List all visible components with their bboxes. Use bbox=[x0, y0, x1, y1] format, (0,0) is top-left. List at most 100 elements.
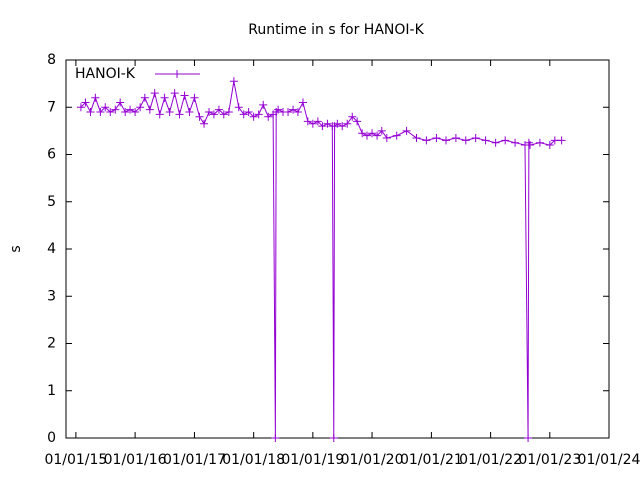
data-point bbox=[343, 119, 352, 128]
data-point bbox=[81, 98, 90, 107]
x-tick-label: 01/01/22 bbox=[459, 452, 522, 468]
data-point bbox=[136, 103, 145, 112]
data-point bbox=[264, 112, 273, 121]
data-point bbox=[373, 131, 382, 140]
y-tick-label: 7 bbox=[47, 99, 56, 115]
data-point bbox=[368, 129, 377, 138]
data-point bbox=[111, 105, 120, 114]
data-point bbox=[150, 89, 159, 98]
data-point bbox=[155, 110, 164, 119]
data-line bbox=[80, 81, 562, 439]
y-tick-label: 4 bbox=[47, 241, 56, 257]
y-tick-label: 1 bbox=[47, 383, 56, 399]
data-point bbox=[209, 110, 218, 119]
data-point bbox=[298, 98, 307, 107]
data-point bbox=[432, 133, 441, 142]
data-point bbox=[392, 131, 401, 140]
data-point bbox=[481, 136, 490, 145]
data-point bbox=[224, 107, 233, 116]
data-point bbox=[318, 122, 327, 131]
data-point bbox=[289, 105, 298, 114]
x-tick-label: 01/01/23 bbox=[518, 452, 581, 468]
data-point bbox=[545, 141, 554, 150]
data-point bbox=[205, 107, 214, 116]
data-point bbox=[229, 77, 238, 86]
x-tick-label: 01/01/18 bbox=[222, 452, 285, 468]
data-point bbox=[274, 105, 283, 114]
y-tick-label: 2 bbox=[47, 336, 56, 352]
data-point bbox=[101, 103, 110, 112]
data-point bbox=[303, 117, 312, 126]
y-tick-label: 0 bbox=[47, 430, 56, 446]
data-point bbox=[382, 133, 391, 142]
data-point bbox=[377, 126, 386, 135]
data-point bbox=[175, 110, 184, 119]
data-point bbox=[550, 136, 559, 145]
data-point bbox=[239, 110, 248, 119]
data-point bbox=[131, 107, 140, 116]
data-point bbox=[491, 138, 500, 147]
data-point bbox=[348, 112, 357, 121]
data-point bbox=[195, 112, 204, 121]
y-tick-label: 3 bbox=[47, 288, 56, 304]
data-point bbox=[271, 434, 280, 442]
y-axis-label: s bbox=[8, 245, 24, 252]
x-tick-label: 01/01/20 bbox=[341, 452, 404, 468]
data-point bbox=[323, 119, 332, 128]
x-tick-label: 01/01/19 bbox=[281, 452, 344, 468]
data-point bbox=[524, 434, 533, 442]
data-point bbox=[116, 98, 125, 107]
y-tick-label: 5 bbox=[47, 194, 56, 210]
data-point bbox=[170, 89, 179, 98]
data-point bbox=[526, 141, 535, 150]
data-point bbox=[259, 100, 268, 109]
data-point bbox=[121, 107, 130, 116]
x-tick-label: 01/01/16 bbox=[104, 452, 167, 468]
x-tick-label: 01/01/21 bbox=[400, 452, 463, 468]
data-point bbox=[422, 136, 431, 145]
data-point bbox=[165, 107, 174, 116]
data-point bbox=[160, 93, 169, 102]
data-point bbox=[86, 107, 95, 116]
data-point bbox=[338, 122, 347, 131]
data-point bbox=[402, 126, 411, 135]
data-point bbox=[358, 129, 367, 138]
data-point bbox=[557, 136, 566, 145]
y-tick-label: 6 bbox=[47, 147, 56, 163]
x-tick-label: 01/01/17 bbox=[163, 452, 226, 468]
data-point bbox=[329, 434, 338, 442]
x-tick-label: 01/01/15 bbox=[44, 452, 107, 468]
data-point bbox=[284, 107, 293, 116]
data-point bbox=[442, 136, 451, 145]
data-point bbox=[511, 138, 520, 147]
data-point bbox=[214, 105, 223, 114]
data-point bbox=[244, 107, 253, 116]
data-point bbox=[200, 119, 209, 128]
data-point bbox=[363, 131, 372, 140]
data-point bbox=[76, 103, 85, 112]
data-point bbox=[313, 117, 322, 126]
data-point bbox=[353, 117, 362, 126]
chart-title: Runtime in s for HANOI-K bbox=[248, 22, 424, 38]
data-point bbox=[96, 107, 105, 116]
data-point bbox=[185, 107, 194, 116]
x-tick-label: 01/01/24 bbox=[578, 452, 640, 468]
data-point bbox=[190, 93, 199, 102]
y-tick-label: 8 bbox=[47, 52, 56, 68]
data-point bbox=[126, 105, 135, 114]
legend-marker bbox=[173, 70, 181, 78]
data-point bbox=[140, 93, 149, 102]
data-point bbox=[234, 103, 243, 112]
data-point bbox=[106, 107, 115, 116]
data-point bbox=[254, 110, 263, 119]
data-point bbox=[501, 136, 510, 145]
data-point bbox=[461, 136, 470, 145]
data-point bbox=[471, 133, 480, 142]
data-point bbox=[451, 133, 460, 142]
data-point bbox=[308, 119, 317, 128]
data-point bbox=[219, 110, 228, 119]
data-point bbox=[412, 133, 421, 142]
data-point bbox=[535, 138, 544, 147]
data-point bbox=[293, 107, 302, 116]
